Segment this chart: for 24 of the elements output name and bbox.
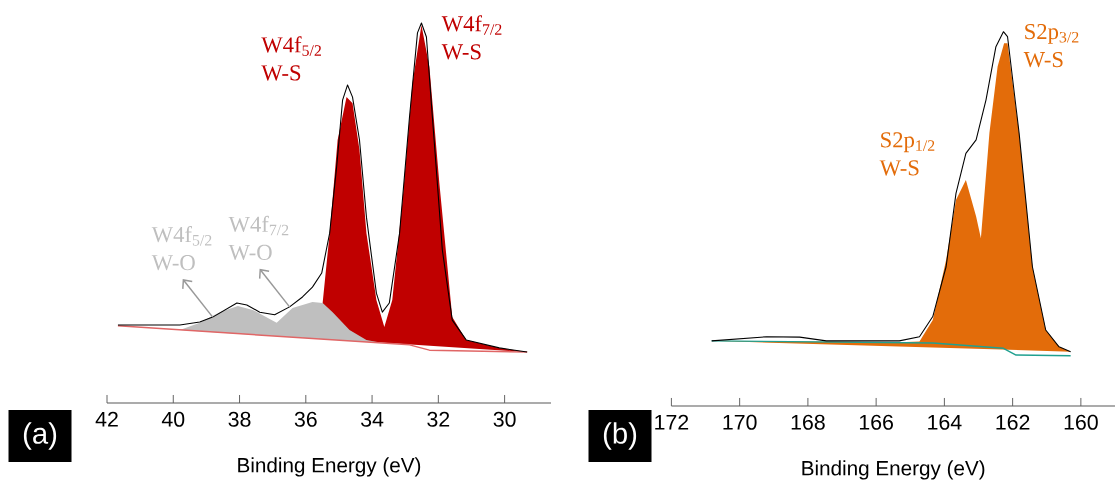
x-tick-label: 36 <box>294 411 317 427</box>
x-tick-label: 172 <box>655 414 689 430</box>
annotation: W4f$_{7/2}$ W-S <box>441 15 502 60</box>
x-tick-label: 168 <box>791 414 825 430</box>
x-tick-label: 160 <box>1064 414 1098 430</box>
x-tick-label: 40 <box>161 411 185 427</box>
x-tick-label: 38 <box>228 411 251 427</box>
x-tick-label: 166 <box>859 414 893 430</box>
text: (a) <box>23 422 57 450</box>
text: (b) <box>603 422 637 450</box>
annotation: W4f$_{5/2}$ W-S <box>261 36 321 81</box>
x-tick-label: 42 <box>95 411 118 427</box>
x-tick-label: 34 <box>361 411 384 427</box>
annotation: S2p$_{3/2}$ W-S <box>1023 23 1079 68</box>
annotation: W4f$_{7/2}$ W-O <box>228 215 289 261</box>
x-axis-title: Binding Energy (eV) <box>238 457 421 477</box>
x-axis-title: Binding Energy (eV) <box>802 460 985 480</box>
x-tick-label: 162 <box>996 414 1030 430</box>
annotation: S2p$_{1/2}$ W-S <box>879 132 935 176</box>
x-tick-label: 30 <box>493 411 516 427</box>
x-tick-label: 32 <box>427 411 450 427</box>
x-tick-label: 164 <box>928 414 962 430</box>
x-tick-label: 170 <box>723 414 757 430</box>
annotation: W4f$_{5/2}$ W-O <box>151 226 212 271</box>
